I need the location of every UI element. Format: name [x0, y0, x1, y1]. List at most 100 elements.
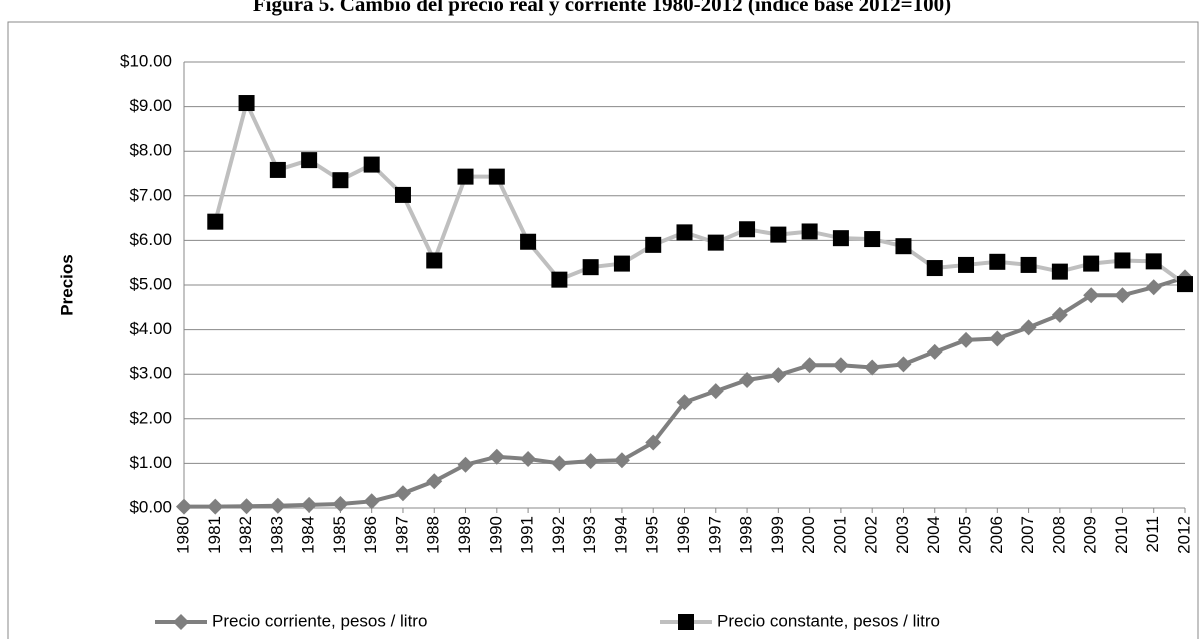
data-point: [989, 330, 1006, 347]
x-tick-label: 2010: [1112, 516, 1131, 554]
data-point: [363, 156, 380, 173]
data-point: [520, 450, 537, 467]
data-point: [739, 371, 756, 388]
data-point: [488, 168, 505, 185]
data-point: [926, 260, 943, 277]
data-point: [832, 357, 849, 374]
data-point: [1020, 319, 1037, 336]
data-point: [958, 256, 975, 273]
x-tick-label: 2005: [956, 516, 975, 554]
data-point: [613, 255, 630, 272]
y-tick-label: $0.00: [129, 497, 172, 516]
y-tick-label: $4.00: [129, 319, 172, 338]
x-tick-label: 1982: [236, 516, 255, 554]
data-point: [739, 221, 756, 238]
data-point: [707, 383, 724, 400]
data-point: [301, 152, 318, 169]
data-point: [1177, 276, 1193, 293]
data-point: [551, 271, 568, 288]
legend-marker: [173, 614, 189, 630]
data-point: [895, 356, 912, 373]
x-tick-label: 2006: [987, 516, 1006, 554]
data-point: [1114, 252, 1131, 269]
y-axis-label: Precios: [57, 254, 76, 315]
data-point: [613, 452, 630, 469]
data-point: [363, 493, 380, 510]
x-tick-label: 1989: [455, 516, 474, 554]
x-tick-label: 1995: [643, 516, 662, 554]
data-point: [1083, 287, 1100, 304]
x-tick-label: 2012: [1174, 516, 1193, 554]
x-tick-label: 1983: [267, 516, 286, 554]
data-point: [238, 95, 255, 112]
data-point: [989, 253, 1006, 270]
x-tick-label: 2003: [893, 516, 912, 554]
data-point: [1051, 306, 1068, 323]
x-tick-label: 1986: [361, 516, 380, 554]
x-tick-label: 1997: [705, 516, 724, 554]
data-point: [238, 498, 255, 515]
x-tick-label: 1996: [674, 516, 693, 554]
y-tick-label: $9.00: [129, 96, 172, 115]
legend-marker: [678, 614, 694, 630]
data-point: [801, 357, 818, 374]
data-point: [707, 234, 724, 251]
data-point: [958, 331, 975, 348]
data-point: [551, 455, 568, 472]
data-point: [207, 498, 224, 515]
data-point: [269, 161, 286, 178]
data-point: [582, 259, 599, 276]
data-point: [488, 448, 505, 465]
x-tick-label: 1984: [299, 516, 318, 554]
data-point: [895, 238, 912, 255]
x-tick-label: 2008: [1049, 516, 1068, 554]
data-point: [1145, 253, 1162, 270]
data-point: [676, 394, 693, 411]
data-point: [1145, 279, 1162, 296]
x-tick-label: 1992: [549, 516, 568, 554]
data-point: [1114, 287, 1131, 304]
data-point: [520, 233, 537, 250]
data-point: [676, 224, 693, 241]
data-point: [770, 226, 787, 243]
data-point: [332, 495, 349, 512]
data-point: [457, 168, 474, 185]
data-point: [1051, 263, 1068, 280]
x-tick-label: 1980: [173, 516, 192, 554]
data-point: [207, 213, 224, 230]
data-point: [426, 252, 443, 269]
x-tick-label: 1999: [768, 516, 787, 554]
x-tick-label: 2004: [924, 516, 943, 554]
x-tick-label: 2001: [830, 516, 849, 554]
chart-title: Figura 5. Cambio del precio real y corri…: [253, 0, 951, 16]
data-point: [770, 367, 787, 384]
x-tick-label: 1981: [205, 516, 224, 554]
data-point: [457, 456, 474, 473]
data-point: [1020, 256, 1037, 273]
y-tick-label: $6.00: [129, 230, 172, 249]
legend-label: Precio constante, pesos / litro: [717, 611, 940, 630]
x-tick-label: 1994: [611, 516, 630, 554]
x-tick-label: 1985: [330, 516, 349, 554]
x-tick-label: 1987: [392, 516, 411, 554]
data-point: [332, 172, 349, 189]
y-tick-label: $3.00: [129, 364, 172, 383]
data-point: [582, 453, 599, 470]
y-tick-label: $5.00: [129, 274, 172, 293]
data-point: [269, 497, 286, 514]
y-tick-label: $7.00: [129, 185, 172, 204]
data-point: [926, 343, 943, 360]
x-tick-label: 1993: [580, 516, 599, 554]
data-point: [864, 359, 881, 376]
data-point: [176, 498, 192, 515]
x-tick-label: 1991: [518, 516, 537, 554]
y-tick-label: $10.00: [120, 51, 172, 70]
chart-frame: [7, 21, 1199, 639]
data-point: [645, 434, 662, 451]
x-tick-label: 2002: [862, 516, 881, 554]
y-tick-label: $8.00: [129, 141, 172, 160]
x-tick-label: 1998: [737, 516, 756, 554]
y-tick-label: $2.00: [129, 408, 172, 427]
data-point: [864, 231, 881, 248]
